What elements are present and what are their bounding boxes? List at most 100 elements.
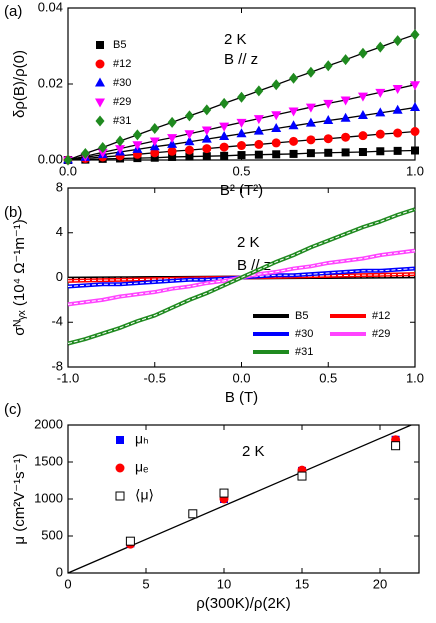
point [236,118,247,128]
legend-marker [116,436,124,444]
panel-label: (a) [4,3,22,20]
point [288,120,299,130]
x-axis-label: ρ(300K)/ρ(2K) [196,595,291,612]
point [185,152,194,161]
fit-line [67,424,412,574]
legend-label: #29 [113,96,131,108]
point [271,79,281,91]
legend-label: μₕ [135,431,149,447]
point [167,138,178,148]
point [202,104,212,116]
legend-marker [95,59,105,69]
point [305,103,316,113]
legend-label: B5 [295,310,308,322]
point [297,471,307,481]
line-center [67,273,416,282]
legend-marker [115,491,125,501]
point [357,110,368,120]
point [150,122,160,134]
legend-marker [95,98,105,108]
y-axis-label: σᴺᵧₓ (10⁴ Ω⁻¹m⁻¹) [11,219,28,335]
legend-marker [115,463,125,473]
point [340,96,351,106]
point [80,148,90,160]
point [168,152,177,161]
point [375,107,386,117]
x-tick-label: 20 [373,576,387,591]
point [393,128,403,138]
x-tick-label: 0.0 [232,370,250,385]
point [184,110,194,122]
y-axis-label: δρ(B)/ρ(0) [11,50,28,118]
point [410,102,420,112]
point [237,91,246,103]
point [220,151,229,160]
y-tick-label: 1500 [34,453,63,468]
point [219,97,229,109]
point [306,66,316,78]
legend-label: #12 [113,58,131,70]
point [97,148,108,158]
point [375,41,385,53]
y-axis-label: μ (cm²V⁻¹s⁻¹) [11,453,28,544]
point [376,147,385,156]
point [306,149,315,158]
x-tick-label: -0.5 [144,370,166,385]
point [219,142,229,152]
point [236,128,247,138]
annotation: 2 K [224,31,247,48]
x-tick-label: 5 [142,576,149,591]
point [150,153,159,162]
legend-label: #30 [113,77,131,89]
point [188,509,198,519]
point [202,152,211,161]
point [254,139,264,149]
point [271,138,281,148]
point [132,141,143,151]
point [253,115,264,125]
point [219,488,229,498]
y-tick-label: 0.00 [38,151,63,166]
y-tick-label: -4 [51,314,63,329]
x-tick-label: 1.0 [406,370,424,385]
annotation: 2 K [242,443,265,460]
point [115,145,126,155]
point [340,112,351,122]
point [358,148,367,157]
legend-label: #30 [295,328,313,340]
point [167,134,178,144]
point [323,60,333,72]
point [289,149,298,158]
point [219,122,230,132]
panel-label: (c) [4,401,22,418]
legend-label: #29 [372,328,390,340]
x-tick-label: 0.0 [59,163,77,178]
point [305,117,316,127]
y-tick-label: 0.02 [38,75,63,90]
legend-label: μₑ [135,459,148,475]
point [271,111,282,121]
point [341,132,351,142]
point [306,135,316,145]
point [288,107,299,117]
point [98,141,108,153]
point [115,135,125,147]
line-center [67,268,416,287]
x-axis-label: B (T) [225,389,258,406]
point [410,29,420,41]
point [132,129,142,141]
point [324,148,333,157]
x-tick-label: 0 [64,576,71,591]
point [323,114,334,124]
point [357,92,368,102]
annotation: B // z [224,51,258,68]
legend-marker [96,41,104,49]
x-tick-label: 10 [217,576,231,591]
point [63,154,73,166]
point [271,122,282,132]
point [201,133,212,143]
legend-label: B5 [113,39,126,51]
point [219,130,230,140]
y-tick-label: 2000 [34,416,63,431]
